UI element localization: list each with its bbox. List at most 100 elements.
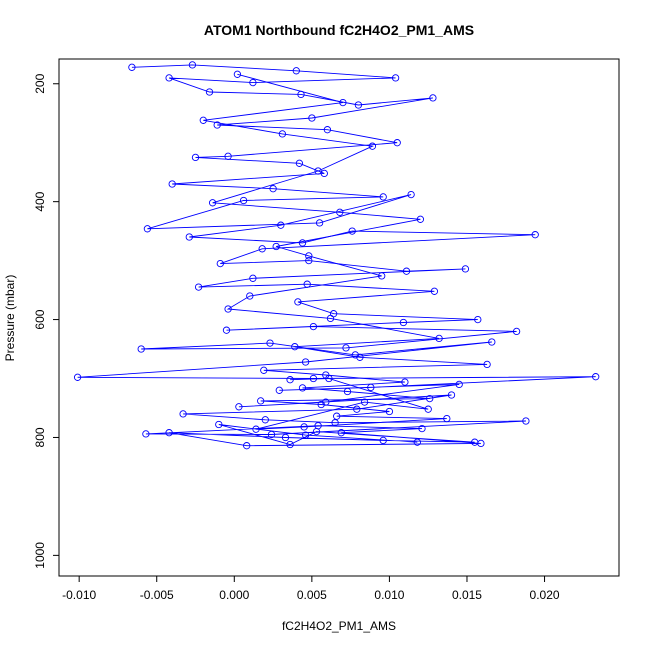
data-point	[455, 380, 463, 389]
data-point	[216, 259, 224, 268]
series-line	[77, 64, 596, 447]
data-point	[348, 227, 356, 235]
plot-frame	[58, 58, 620, 577]
y-tick-label: 600	[33, 309, 47, 329]
data-point	[379, 436, 387, 445]
data-point	[337, 429, 345, 437]
y-tick-label: 1000	[33, 542, 47, 569]
data-point	[592, 373, 600, 381]
data-point	[215, 420, 223, 429]
data-point	[267, 430, 276, 439]
data-point	[325, 374, 333, 383]
data-point	[399, 318, 408, 327]
y-tick-label: 200	[33, 73, 47, 93]
data-point	[474, 315, 482, 324]
data-point	[266, 339, 274, 347]
data-point	[235, 403, 243, 411]
data-point	[252, 425, 260, 433]
data-point	[137, 345, 145, 353]
data-point	[326, 314, 335, 323]
data-point	[295, 159, 304, 167]
data-point	[339, 98, 347, 107]
data-point	[314, 167, 322, 175]
data-point	[300, 423, 308, 431]
data-point	[391, 74, 400, 82]
data-point	[272, 242, 280, 251]
data-point	[407, 190, 415, 199]
data-point	[343, 387, 352, 396]
x-tick-label: 0.010	[374, 588, 404, 602]
data-point	[379, 193, 387, 201]
data-point	[305, 256, 313, 265]
data-point	[308, 114, 316, 122]
data-point	[286, 376, 294, 384]
data-point	[208, 199, 217, 207]
data-point	[413, 438, 421, 446]
data-point	[249, 274, 257, 282]
y-axis-label: Pressure (mbar)	[3, 275, 17, 362]
data-point	[205, 88, 214, 96]
data-point	[331, 419, 339, 427]
data-point	[301, 358, 310, 366]
data-point	[333, 412, 341, 420]
data-point	[291, 343, 299, 351]
data-point	[199, 116, 207, 124]
data-point	[243, 442, 251, 450]
data-point	[471, 438, 479, 446]
data-point	[275, 386, 283, 394]
data-point	[185, 233, 193, 241]
data-point	[429, 94, 437, 102]
data-point	[531, 231, 539, 239]
data-point	[336, 208, 344, 216]
data-point	[142, 430, 150, 438]
data-point	[522, 417, 530, 425]
y-tick-label: 800	[33, 427, 47, 447]
data-point	[165, 429, 173, 437]
data-point	[488, 338, 496, 346]
data-point	[368, 142, 377, 150]
data-point	[257, 397, 265, 405]
data-point	[179, 410, 187, 418]
data-point	[128, 63, 136, 71]
data-point	[360, 398, 369, 406]
data-point	[305, 252, 313, 260]
data-point	[385, 407, 394, 416]
data-point	[461, 265, 470, 273]
data-point	[320, 169, 328, 178]
data-point	[246, 292, 254, 300]
data-point	[301, 431, 310, 439]
data-point	[298, 384, 307, 392]
data-point	[378, 272, 386, 280]
data-point	[269, 185, 277, 193]
data-point	[424, 405, 432, 413]
data-point	[143, 225, 152, 233]
data-point	[239, 196, 248, 205]
data-point	[416, 215, 425, 223]
data-point	[401, 378, 409, 386]
data-point	[435, 334, 443, 343]
data-point	[312, 427, 321, 436]
data-point	[277, 221, 285, 229]
data-point	[168, 180, 176, 188]
data-point	[354, 101, 363, 109]
data-point	[402, 267, 411, 275]
x-tick-label: 0.020	[530, 588, 560, 602]
x-tick-label: -0.005	[140, 588, 174, 602]
data-point	[260, 366, 268, 374]
data-point	[483, 360, 491, 369]
data-point	[261, 416, 269, 424]
x-axis: -0.010 -0.005 0.000 0.005 0.010 0.015 0.020	[62, 576, 560, 602]
data-point	[194, 283, 203, 291]
data-point	[281, 433, 290, 442]
data-point	[188, 61, 197, 69]
data-point	[292, 67, 300, 75]
data-point	[317, 400, 325, 409]
data-point	[323, 126, 332, 134]
data-point	[351, 351, 359, 359]
data-point	[309, 322, 318, 331]
data-point	[213, 121, 221, 129]
data-point	[418, 424, 426, 433]
